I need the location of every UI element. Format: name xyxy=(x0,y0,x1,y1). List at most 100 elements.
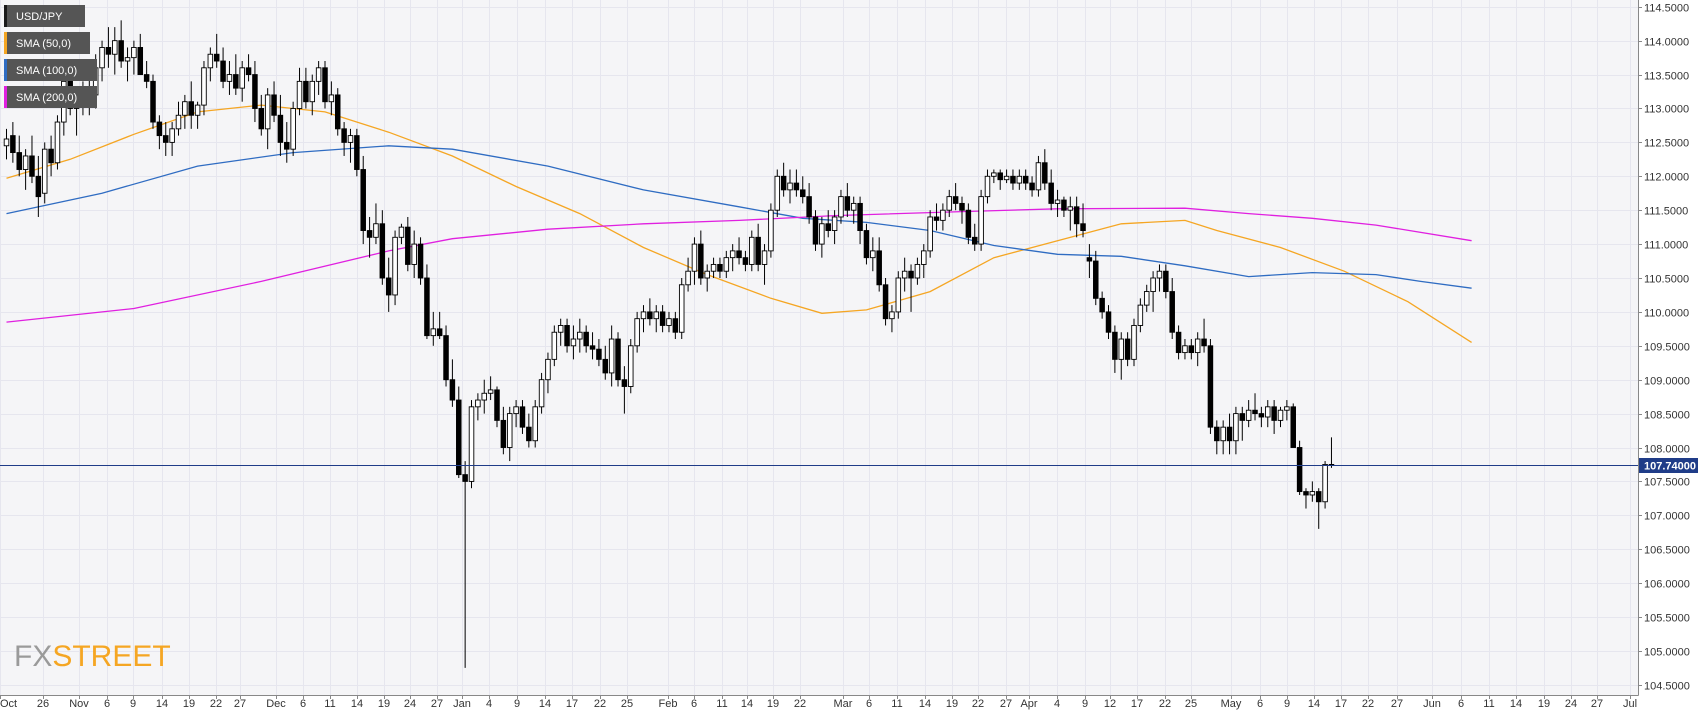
candle xyxy=(870,237,876,272)
candle-body xyxy=(436,328,443,337)
candle xyxy=(201,61,207,116)
x-tick-label: 9 xyxy=(1082,698,1088,710)
x-tick-label: 6 xyxy=(691,698,697,710)
x-tick-label: 24 xyxy=(1565,698,1577,710)
candle-body xyxy=(870,250,876,259)
x-tick-label: 6 xyxy=(104,698,110,710)
candle xyxy=(245,54,252,82)
candle xyxy=(1016,169,1023,190)
candle-body xyxy=(443,335,449,381)
candle xyxy=(3,128,10,160)
candle xyxy=(723,250,730,278)
candle-body xyxy=(182,101,188,116)
candle xyxy=(1207,339,1214,434)
candle-body xyxy=(946,196,953,211)
x-tick-label: Jan xyxy=(453,698,471,710)
candles xyxy=(3,20,1335,668)
y-tick-label: 107.0000 xyxy=(1644,511,1690,523)
candle xyxy=(156,115,163,150)
candle-body xyxy=(481,392,488,401)
candle xyxy=(1099,291,1105,319)
x-tick-label: 26 xyxy=(37,698,49,710)
candle xyxy=(793,169,800,197)
candle xyxy=(704,264,710,292)
candle-body xyxy=(940,209,946,221)
candle-body xyxy=(296,80,303,109)
candle xyxy=(717,257,723,278)
candle xyxy=(1156,264,1163,292)
candle xyxy=(889,305,895,333)
candle-body xyxy=(405,226,411,265)
candle-body xyxy=(322,67,328,103)
candle-body xyxy=(570,338,577,347)
candle xyxy=(640,305,647,333)
y-tick-label: 112.0000 xyxy=(1644,172,1689,184)
candle xyxy=(1309,481,1316,502)
candle-body xyxy=(749,236,755,265)
candle xyxy=(971,223,978,251)
x-tick-label: 4 xyxy=(486,698,492,710)
candle-body xyxy=(551,331,558,360)
y-tick-label: 111.0000 xyxy=(1644,240,1688,252)
candle-body xyxy=(927,216,933,252)
candle xyxy=(1315,488,1322,529)
candle xyxy=(143,61,150,89)
candle-body xyxy=(143,74,150,82)
candle xyxy=(819,216,825,258)
candle-body xyxy=(589,345,596,350)
candle-body xyxy=(704,270,710,279)
candle xyxy=(296,67,303,116)
candle xyxy=(131,40,137,75)
candle-body xyxy=(640,311,647,320)
candle-body xyxy=(1277,409,1284,421)
candle xyxy=(991,169,997,184)
candle-body xyxy=(1112,331,1118,360)
candle xyxy=(347,128,354,163)
candle xyxy=(303,67,309,109)
y-tick-label: 105.0000 xyxy=(1644,647,1690,659)
candle xyxy=(1169,278,1175,340)
candle-body xyxy=(1303,491,1309,496)
x-tick-label: Feb xyxy=(659,698,678,710)
candle xyxy=(252,61,258,123)
candle xyxy=(519,400,526,434)
candle xyxy=(494,386,500,428)
x-tick-label: 22 xyxy=(210,698,222,710)
legend-swatch xyxy=(4,32,7,54)
x-tick-label: 19 xyxy=(1538,698,1550,710)
candle-body xyxy=(373,223,379,238)
candle xyxy=(10,122,16,163)
candle xyxy=(997,169,1003,190)
candle-body xyxy=(959,202,965,211)
candle-body xyxy=(398,226,405,238)
candle-body xyxy=(500,419,507,448)
candle xyxy=(506,406,513,462)
legend-label: SMA (50,0) xyxy=(16,38,71,50)
candle-body xyxy=(596,348,602,360)
candle xyxy=(207,47,214,82)
candle xyxy=(328,81,335,116)
candle xyxy=(385,257,392,312)
candle xyxy=(946,189,953,217)
candle xyxy=(914,257,921,285)
candle-body xyxy=(22,155,29,170)
candle xyxy=(1322,461,1328,509)
x-tick-label: 14 xyxy=(1308,698,1320,710)
x-tick-label: 14 xyxy=(156,698,168,710)
candle xyxy=(360,155,366,245)
candle xyxy=(921,244,927,278)
candle xyxy=(1303,488,1309,509)
candle-body xyxy=(1093,260,1099,299)
candle-body xyxy=(1252,409,1258,415)
x-tick-label: 17 xyxy=(1335,698,1347,710)
candle xyxy=(984,169,991,204)
candle-body xyxy=(666,318,672,326)
candle-body xyxy=(1226,426,1233,442)
x-tick-label: 12 xyxy=(1104,698,1116,710)
grid xyxy=(0,0,1638,695)
candle xyxy=(188,81,194,129)
candle xyxy=(774,169,781,217)
candle-body xyxy=(1214,426,1220,442)
last-price-label: 107.74000 xyxy=(1644,461,1696,473)
candle-body xyxy=(468,406,475,482)
